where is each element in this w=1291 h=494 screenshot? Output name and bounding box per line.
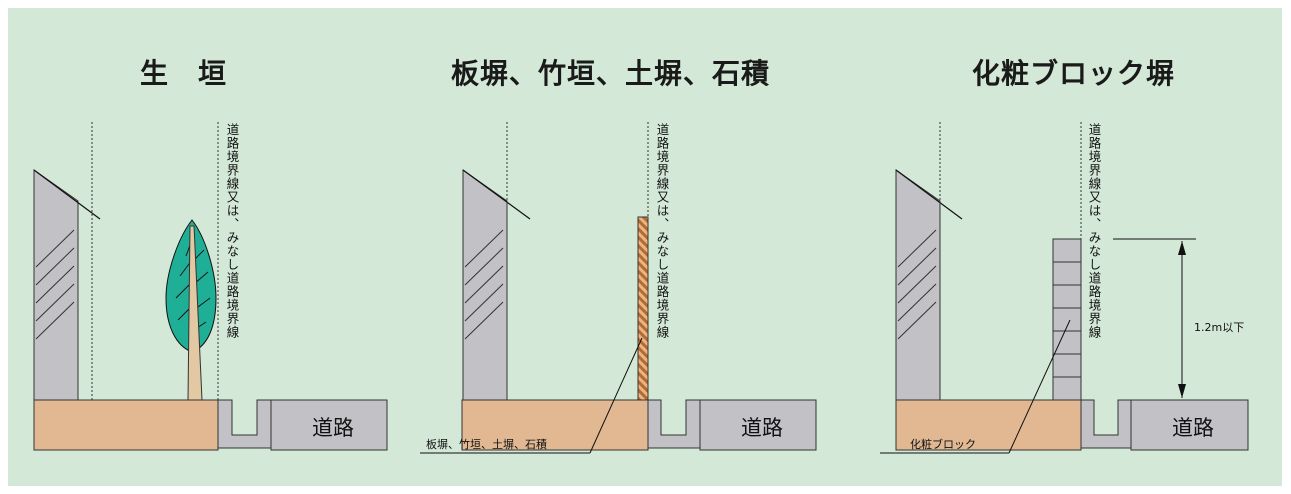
road-block xyxy=(1130,399,1249,451)
tree-trunk xyxy=(187,225,203,401)
material-leader-line xyxy=(1008,319,1071,454)
block-wall xyxy=(1052,238,1082,401)
building xyxy=(895,169,941,401)
road-ditch xyxy=(1080,399,1132,449)
material-label-wall: 板塀、竹垣、土塀、石積 xyxy=(426,438,547,451)
panel-title-wall: 板塀、竹垣、土塀、石積 xyxy=(451,57,771,90)
boundary-label-wall: 道路境界線又は、みなし道路境界線 xyxy=(654,123,670,339)
panel-hedge xyxy=(33,122,388,451)
panel-wall xyxy=(420,122,817,454)
fence-wall xyxy=(637,216,649,401)
road-label-wall: 道路 xyxy=(741,416,783,440)
height-label: 1.2m以下 xyxy=(1194,321,1245,334)
road-label-block: 道路 xyxy=(1172,416,1214,440)
building xyxy=(33,169,79,401)
boundary-label-block: 道路境界線又は、みなし道路境界線 xyxy=(1086,123,1102,339)
material-leader-line xyxy=(589,337,643,454)
panel-title-block: 化粧ブロック塀 xyxy=(972,57,1176,90)
road-block xyxy=(699,399,817,451)
panel-block xyxy=(880,122,1249,454)
ground-block xyxy=(461,399,649,451)
ground-block xyxy=(895,399,1082,451)
diagram-graphics xyxy=(33,122,1249,454)
road-ditch xyxy=(217,399,272,449)
diagram-canvas: 生 垣 板塀、竹垣、土塀、石積 化粧ブロック塀 道路境界線又は、みなし道路境界線… xyxy=(8,8,1282,486)
road-ditch xyxy=(647,399,701,449)
road-label-hedge: 道路 xyxy=(312,416,354,440)
height-dimension xyxy=(1113,238,1196,398)
road-block xyxy=(270,399,388,451)
panel-title-hedge: 生 垣 xyxy=(140,57,228,90)
ground-block xyxy=(33,399,219,451)
building xyxy=(462,169,508,401)
material-label-block: 化粧ブロック xyxy=(910,438,976,451)
boundary-label-hedge: 道路境界線又は、みなし道路境界線 xyxy=(224,123,240,339)
